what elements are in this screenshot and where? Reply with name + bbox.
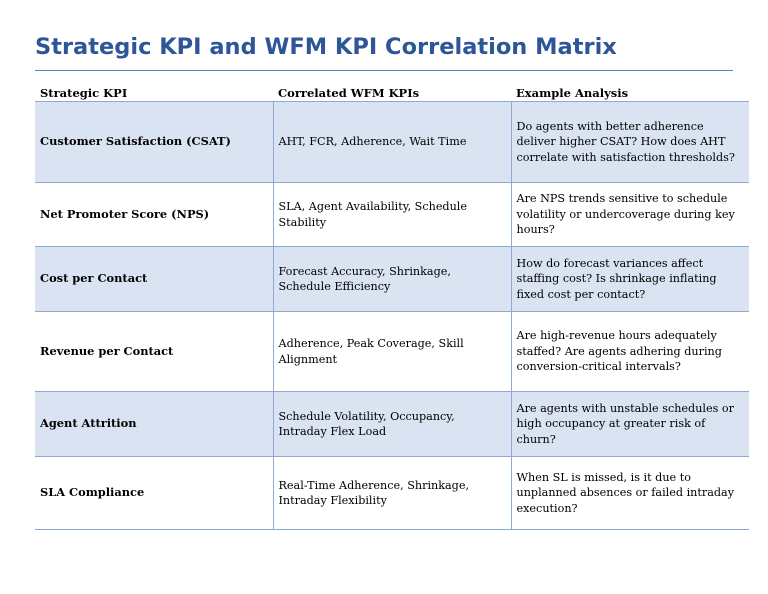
wfm-kpis-cell: AHT, FCR, Adherence, Wait Time (272, 101, 511, 183)
strategic-kpi-cell: Agent Attrition (35, 391, 273, 457)
example-analysis-cell: How do forecast variances affect staffin… (510, 246, 749, 312)
title-divider (35, 70, 733, 71)
strategic-kpi-cell: Revenue per Contact (35, 311, 273, 392)
strategic-kpi-cell: Customer Satisfaction (CSAT) (35, 101, 273, 183)
wfm-kpis-cell: Forecast Accuracy, Shrinkage, Schedule E… (272, 246, 511, 312)
example-analysis-cell: Do agents with better adherence deliver … (510, 101, 749, 183)
kpi-correlation-table: Strategic KPI Correlated WFM KPIs Exampl… (35, 84, 749, 530)
strategic-kpi-cell: Cost per Contact (35, 246, 273, 312)
strategic-kpi-cell: Net Promoter Score (NPS) (35, 182, 273, 247)
column-header-example-analysis: Example Analysis (511, 84, 749, 102)
page-title: Strategic KPI and WFM KPI Correlation Ma… (35, 34, 617, 60)
table-row: Revenue per Contact Adherence, Peak Cove… (35, 311, 749, 392)
table-row: SLA Compliance Real-Time Adherence, Shri… (35, 456, 749, 530)
wfm-kpis-cell: Real-Time Adherence, Shrinkage, Intraday… (272, 456, 511, 530)
wfm-kpis-cell: Adherence, Peak Coverage, Skill Alignmen… (272, 311, 511, 392)
table-row: Agent Attrition Schedule Volatility, Occ… (35, 391, 749, 457)
table-row: Customer Satisfaction (CSAT) AHT, FCR, A… (35, 101, 749, 183)
table-row: Net Promoter Score (NPS) SLA, Agent Avai… (35, 182, 749, 247)
example-analysis-cell: When SL is missed, is it due to unplanne… (510, 456, 749, 530)
strategic-kpi-cell: SLA Compliance (35, 456, 273, 530)
wfm-kpis-cell: Schedule Volatility, Occupancy, Intraday… (272, 391, 511, 457)
example-analysis-cell: Are high-revenue hours adequately staffe… (510, 311, 749, 392)
example-analysis-cell: Are agents with unstable schedules or hi… (510, 391, 749, 457)
wfm-kpis-cell: SLA, Agent Availability, Schedule Stabil… (272, 182, 511, 247)
column-header-correlated-wfm-kpis: Correlated WFM KPIs (273, 84, 511, 102)
table-row: Cost per Contact Forecast Accuracy, Shri… (35, 246, 749, 312)
column-header-strategic-kpi: Strategic KPI (35, 84, 273, 102)
table-header-row: Strategic KPI Correlated WFM KPIs Exampl… (35, 84, 749, 102)
example-analysis-cell: Are NPS trends sensitive to schedule vol… (510, 182, 749, 247)
